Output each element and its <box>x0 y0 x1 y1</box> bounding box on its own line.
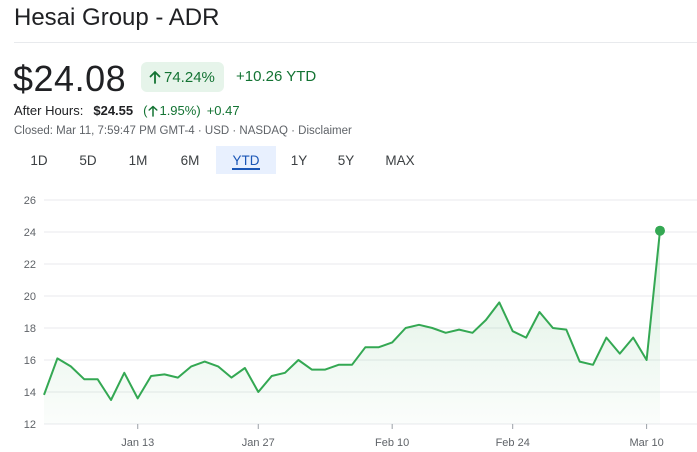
tab-label: 1M <box>128 152 148 168</box>
page-title: Hesai Group - ADR <box>14 4 220 31</box>
tab-label: 5Y <box>337 152 355 168</box>
header-divider <box>14 42 697 43</box>
y-tick-label: 20 <box>24 291 36 303</box>
x-tick-label: Jan 27 <box>242 437 275 449</box>
y-tick-label: 24 <box>24 227 36 239</box>
x-tick-label: Mar 10 <box>629 437 663 449</box>
price-line <box>43 230 661 401</box>
current-price: $24.08 <box>13 58 127 99</box>
tab-6m[interactable]: 6M <box>164 146 216 174</box>
y-tick-label: 16 <box>24 355 36 367</box>
range-tabs: 1D 5D 1M 6M YTD 1Y 5Y MAX <box>14 146 430 174</box>
tab-1d[interactable]: 1D <box>14 146 64 174</box>
x-axis-ticks: Jan 13 Jan 27 Feb 10 Feb 24 Mar 10 <box>121 424 664 449</box>
after-hours-row: After Hours: $24.55 ( 1.95% ) +0.47 <box>14 103 240 118</box>
ytd-change: +10.26 YTD <box>236 68 317 85</box>
after-hours-change: +0.47 <box>206 103 240 118</box>
closed-info-text: Closed: Mar 11, 7:59:47 PM GMT-4 · USD ·… <box>14 125 299 137</box>
arrow-up-icon <box>148 105 159 117</box>
tab-label: 5D <box>79 152 97 168</box>
y-tick-label: 18 <box>24 323 36 335</box>
last-price-dot <box>655 225 665 236</box>
x-tick-label: Feb 10 <box>375 437 409 449</box>
arrow-up-icon <box>149 71 161 84</box>
percent-change-value: 74.24% <box>164 68 215 86</box>
tab-5d[interactable]: 5D <box>64 146 112 174</box>
x-tick-label: Jan 13 <box>121 437 154 449</box>
tab-5y[interactable]: 5Y <box>322 146 370 174</box>
tab-label: 6M <box>180 152 200 168</box>
disclaimer-link[interactable]: Disclaimer <box>298 125 352 137</box>
tab-ytd[interactable]: YTD <box>216 146 276 174</box>
price-area-fill <box>44 230 660 424</box>
price-chart[interactable]: 12 14 16 18 20 22 24 26 Jan 13 Jan 27 Feb 10 Feb 2… <box>0 180 697 452</box>
after-hours-paren-close: ) <box>196 103 201 118</box>
after-hours-percent: ( 1.95% ) <box>143 103 201 118</box>
after-hours-percent-value: 1.95% <box>159 103 197 118</box>
x-tick-label: Feb 24 <box>496 437 530 449</box>
y-tick-label: 22 <box>24 259 36 271</box>
tab-label: 1Y <box>290 152 308 168</box>
tab-1m[interactable]: 1M <box>112 146 164 174</box>
after-hours-label: After Hours: <box>14 103 84 118</box>
tab-max[interactable]: MAX <box>370 146 430 174</box>
y-tick-label: 14 <box>24 387 36 399</box>
y-axis-ticks: 12 14 16 18 20 22 24 26 <box>24 195 36 431</box>
closed-info: Closed: Mar 11, 7:59:47 PM GMT-4 · USD ·… <box>14 125 352 137</box>
after-hours-paren-open: ( <box>143 103 148 118</box>
after-hours-price: $24.55 <box>93 103 134 118</box>
tab-1y[interactable]: 1Y <box>276 146 322 174</box>
tab-label: YTD <box>232 152 260 168</box>
y-tick-label: 12 <box>24 419 36 431</box>
percent-change-badge: 74.24% <box>141 62 224 92</box>
y-tick-label: 26 <box>24 195 36 207</box>
tab-label: 1D <box>30 152 48 168</box>
tab-label: MAX <box>385 152 415 168</box>
